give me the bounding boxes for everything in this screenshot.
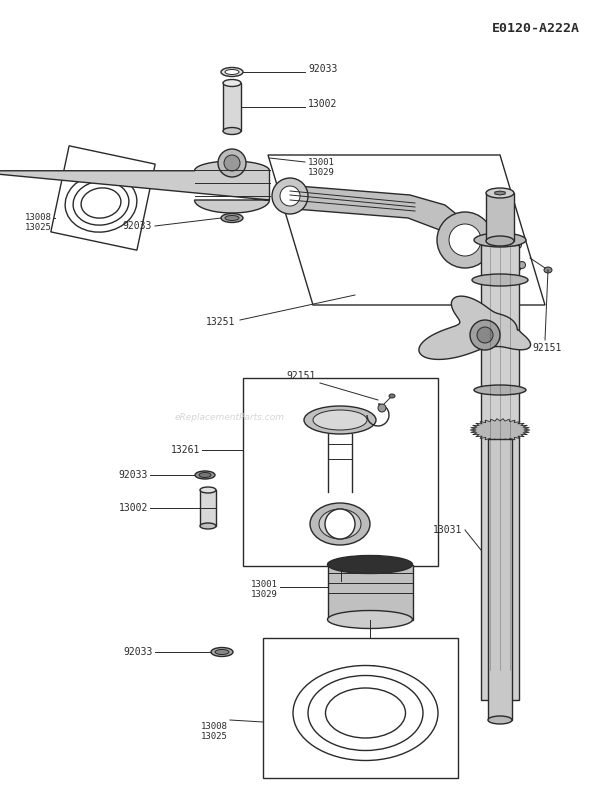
Ellipse shape [195,471,215,479]
Text: 92151: 92151 [532,343,562,353]
Bar [243,378,438,566]
Circle shape [378,404,386,412]
Text: 92033: 92033 [119,470,148,480]
Text: 13002: 13002 [308,99,337,109]
Bar [263,638,458,778]
Polygon shape [419,296,530,360]
Bar [486,193,514,241]
Ellipse shape [221,68,243,76]
Circle shape [325,509,355,539]
Polygon shape [470,419,530,441]
Bar [223,83,241,131]
Ellipse shape [474,233,526,247]
Text: 92033: 92033 [123,221,152,231]
Text: 13008
13025: 13008 13025 [25,213,52,232]
Ellipse shape [225,216,239,220]
Ellipse shape [221,213,243,223]
Ellipse shape [211,647,233,657]
Text: 13001
13029: 13001 13029 [308,158,335,178]
Text: 13002: 13002 [119,503,148,513]
Ellipse shape [199,473,211,478]
Text: 92151: 92151 [287,371,316,381]
Circle shape [224,155,240,171]
Text: 13261: 13261 [171,445,200,455]
Ellipse shape [486,236,514,246]
Ellipse shape [486,188,514,198]
Ellipse shape [215,650,229,654]
Ellipse shape [304,406,376,434]
Bar [488,439,512,720]
Circle shape [519,262,526,268]
Ellipse shape [223,80,241,87]
Text: 92033: 92033 [124,647,153,657]
Text: 92033: 92033 [308,64,337,74]
Ellipse shape [327,556,412,573]
Ellipse shape [474,385,526,395]
Polygon shape [0,161,270,213]
Circle shape [272,178,308,214]
Circle shape [514,241,522,248]
Ellipse shape [310,503,370,545]
Text: 13251: 13251 [206,317,235,327]
Circle shape [280,186,300,206]
Polygon shape [495,191,505,195]
Ellipse shape [472,274,528,286]
Ellipse shape [319,509,361,539]
Ellipse shape [225,69,239,75]
Circle shape [218,149,246,177]
Circle shape [449,224,481,256]
Bar [481,245,519,700]
Text: eReplacementParts.com: eReplacementParts.com [175,413,285,423]
Circle shape [437,212,493,268]
Ellipse shape [544,267,552,273]
Text: 13001
13029: 13001 13029 [251,580,278,599]
Circle shape [470,320,500,350]
Text: E0120-A222A: E0120-A222A [492,22,580,35]
Ellipse shape [200,487,216,493]
Text: 13008
13025: 13008 13025 [201,722,228,741]
Ellipse shape [200,523,216,529]
Ellipse shape [223,127,241,135]
Text: 13031: 13031 [432,525,462,535]
Bar [200,490,216,526]
Ellipse shape [488,716,512,724]
Circle shape [477,327,493,343]
Bar [327,564,412,619]
Ellipse shape [313,410,367,430]
Polygon shape [282,185,470,248]
Ellipse shape [389,394,395,398]
Ellipse shape [327,611,412,629]
